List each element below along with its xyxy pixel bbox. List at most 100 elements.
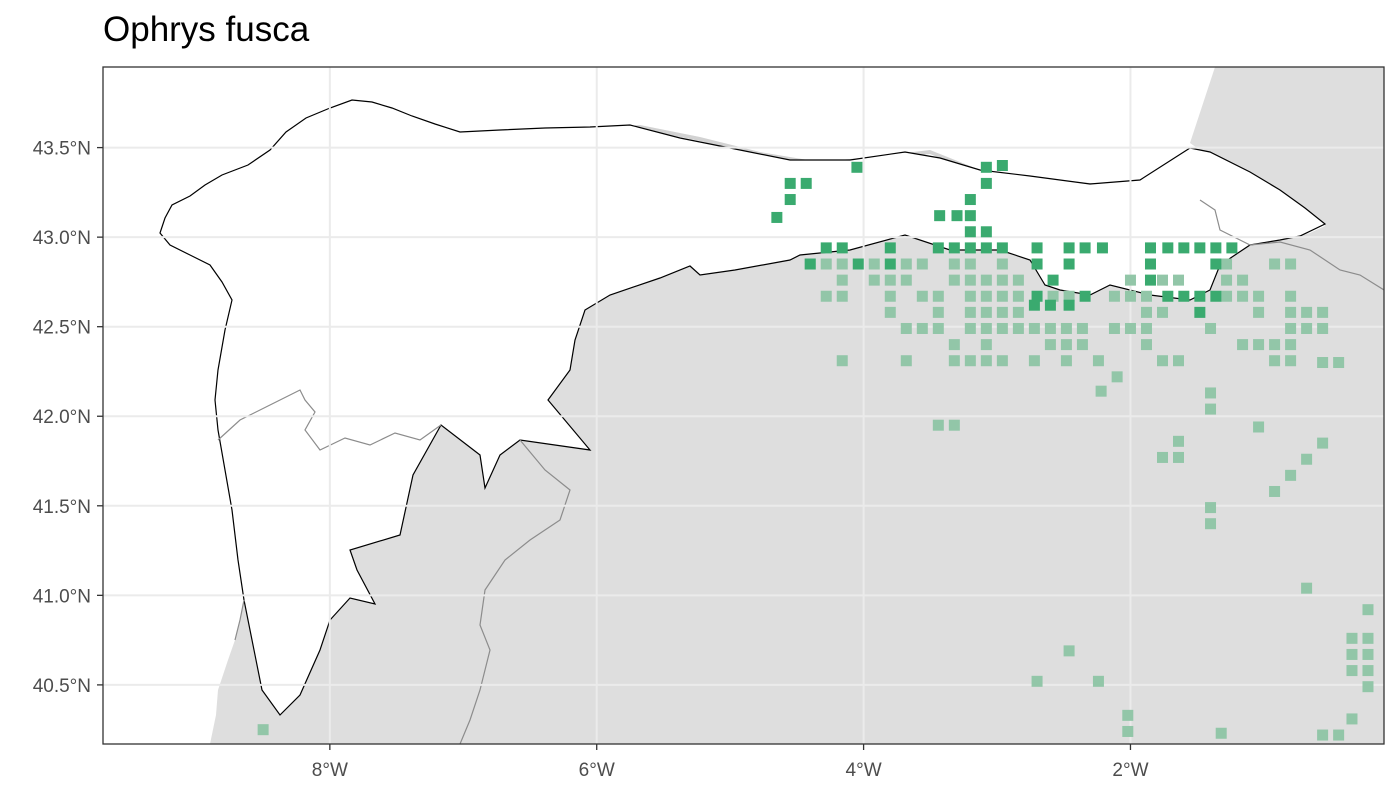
record-inside-region [980, 177, 992, 189]
record-inside-region [1096, 242, 1108, 254]
record-outside-region [948, 419, 960, 431]
record-outside-region [1317, 357, 1329, 369]
internal-border-west [217, 389, 442, 451]
record-outside-region [1237, 274, 1249, 286]
record-outside-region [932, 322, 944, 334]
record-outside-region [948, 339, 960, 351]
record-outside-region [1269, 485, 1281, 497]
record-outside-region [1092, 675, 1104, 687]
record-outside-region [1173, 435, 1185, 447]
record-outside-region [996, 306, 1008, 318]
record-inside-region [1210, 290, 1222, 302]
record-outside-region [1362, 604, 1374, 616]
record-outside-region [1124, 290, 1136, 302]
record-inside-region [980, 226, 992, 238]
record-inside-region [784, 177, 796, 189]
record-outside-region [1333, 729, 1345, 741]
record-outside-region [916, 322, 928, 334]
record-outside-region [980, 339, 992, 351]
graticule [103, 67, 1384, 744]
record-outside-region [836, 290, 848, 302]
record-inside-region [884, 258, 896, 270]
record-outside-region [932, 306, 944, 318]
record-outside-region [1346, 665, 1358, 677]
record-outside-region [1253, 339, 1265, 351]
record-outside-region [1269, 339, 1281, 351]
record-outside-region [1063, 290, 1075, 302]
record-inside-region [964, 194, 976, 206]
x-tick-label: 8°W [312, 760, 348, 781]
record-outside-region [1156, 306, 1168, 318]
record-outside-region [980, 274, 992, 286]
record-outside-region [900, 274, 912, 286]
record-outside-region [1028, 355, 1040, 367]
record-outside-region [820, 290, 832, 302]
record-outside-region [1285, 290, 1297, 302]
record-outside-region [1122, 725, 1134, 737]
record-outside-region [1301, 322, 1313, 334]
record-outside-region [1205, 403, 1217, 415]
record-outside-region [884, 290, 896, 302]
record-inside-region [1226, 242, 1238, 254]
record-inside-region [1063, 299, 1075, 311]
y-tick-label: 43.5°N [33, 139, 91, 160]
record-outside-region [916, 258, 928, 270]
record-outside-region [900, 355, 912, 367]
record-outside-region [836, 274, 848, 286]
record-outside-region [1362, 648, 1374, 660]
record-outside-region [1108, 290, 1120, 302]
record-outside-region [964, 290, 976, 302]
record-outside-region [1173, 274, 1185, 286]
record-outside-region [884, 274, 896, 286]
record-outside-region [1124, 274, 1136, 286]
occurrence-records [257, 160, 1374, 741]
record-outside-region [964, 274, 976, 286]
record-inside-region [1144, 258, 1156, 270]
record-outside-region [868, 274, 880, 286]
record-outside-region [836, 258, 848, 270]
record-inside-region [1031, 242, 1043, 254]
record-outside-region [868, 258, 880, 270]
record-inside-region [771, 211, 783, 223]
record-outside-region [1092, 355, 1104, 367]
record-outside-region [980, 355, 992, 367]
record-outside-region [1156, 451, 1168, 463]
record-outside-region [1173, 451, 1185, 463]
record-inside-region [1162, 242, 1174, 254]
record-outside-region [1346, 632, 1358, 644]
land-outside-region [210, 67, 1384, 744]
record-inside-region [852, 258, 864, 270]
record-outside-region [1095, 385, 1107, 397]
record-outside-region [1285, 339, 1297, 351]
internal-border-coast [234, 599, 245, 641]
record-outside-region [1031, 675, 1043, 687]
record-inside-region [820, 242, 832, 254]
record-outside-region [1111, 371, 1123, 383]
record-outside-region [900, 258, 912, 270]
record-outside-region [1301, 582, 1313, 594]
record-outside-region [1156, 355, 1168, 367]
record-outside-region [1205, 322, 1217, 334]
record-outside-region [980, 290, 992, 302]
record-outside-region [1140, 290, 1152, 302]
record-outside-region [1044, 339, 1056, 351]
record-inside-region [980, 161, 992, 173]
record-outside-region [1221, 274, 1233, 286]
record-outside-region [1221, 290, 1233, 302]
x-tick-label: 4°W [846, 760, 882, 781]
record-outside-region [1012, 322, 1024, 334]
record-outside-region [1205, 502, 1217, 514]
record-outside-region [996, 258, 1008, 270]
study-region [159, 99, 1327, 716]
record-outside-region [1253, 290, 1265, 302]
record-outside-region [996, 290, 1008, 302]
record-outside-region [948, 274, 960, 286]
record-outside-region [1140, 322, 1152, 334]
record-outside-region [1317, 306, 1329, 318]
y-tick-label: 40.5°N [33, 676, 91, 697]
record-outside-region [1237, 290, 1249, 302]
record-outside-region [1205, 518, 1217, 530]
record-inside-region [1031, 290, 1043, 302]
record-outside-region [996, 274, 1008, 286]
